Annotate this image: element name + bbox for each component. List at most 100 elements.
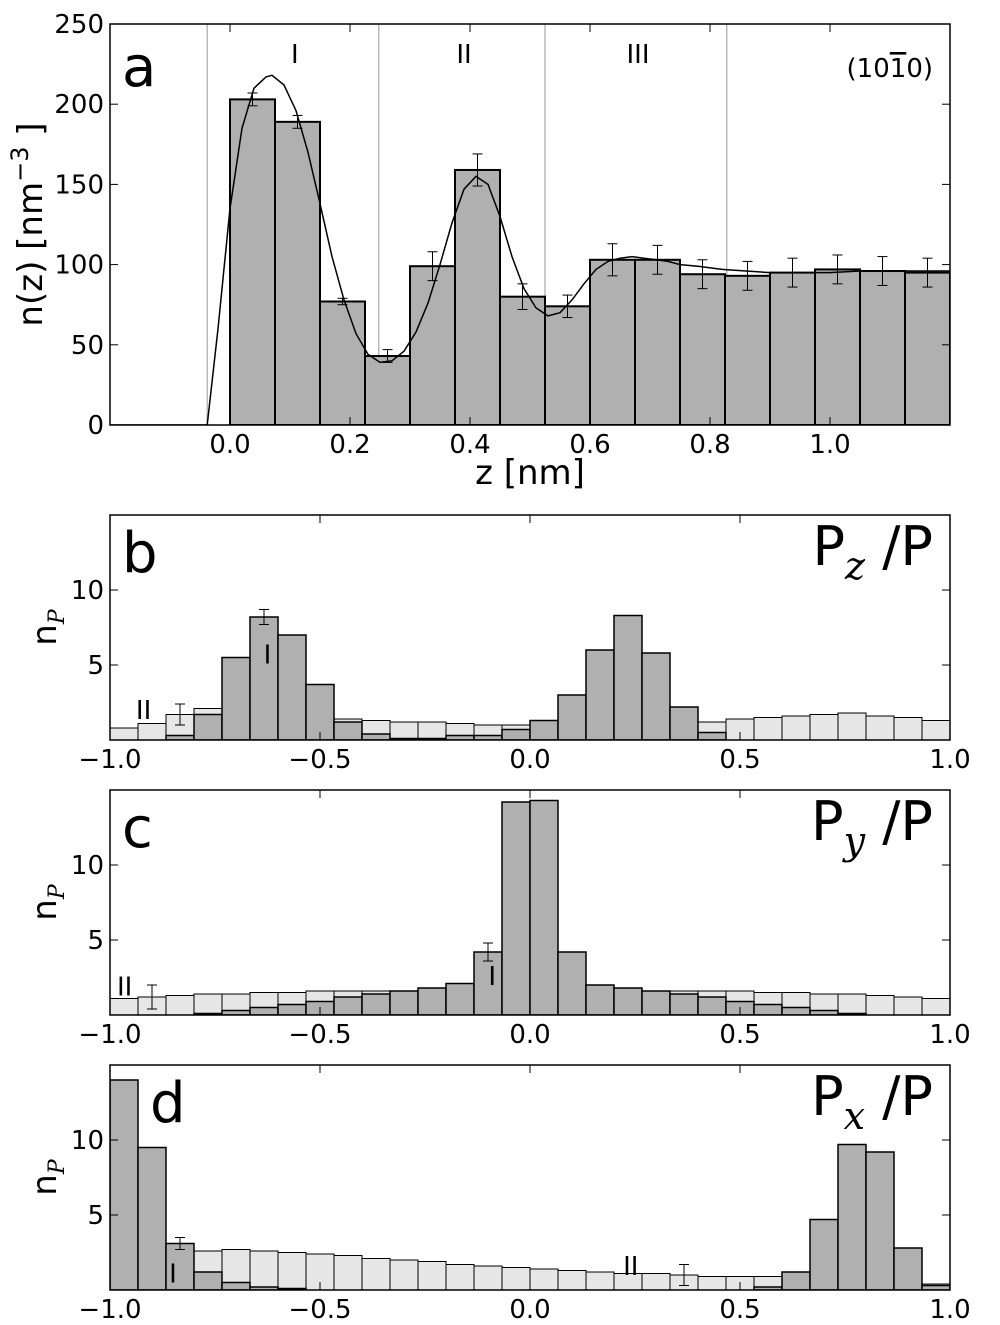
bar-dark <box>361 733 391 740</box>
y-tick-label: 150 <box>54 170 104 200</box>
bar <box>454 168 501 425</box>
error-bar <box>832 254 843 285</box>
x-tick-label: 0.0 <box>509 1020 550 1050</box>
bar-light <box>809 714 839 740</box>
y-tick-label: 250 <box>54 10 104 40</box>
x-tick-label: 0.5 <box>719 1020 760 1050</box>
bar <box>859 270 906 425</box>
bar-light <box>585 1271 615 1290</box>
x-tick-label: 0.0 <box>509 745 550 775</box>
bar <box>274 120 321 425</box>
bar <box>724 274 771 425</box>
x-tick-label: 0.0 <box>509 1295 550 1325</box>
error-bar <box>147 984 157 1010</box>
error-bar <box>175 1237 185 1250</box>
y-tick-label: 200 <box>54 90 104 120</box>
bar-light <box>837 712 867 740</box>
y-axis-label-part: P <box>45 608 70 625</box>
x-tick-label: 0.5 <box>719 745 760 775</box>
bar-light <box>529 1268 559 1290</box>
axes-frame <box>109 23 951 426</box>
bar <box>544 305 591 425</box>
bar <box>769 271 816 425</box>
bar <box>679 273 726 425</box>
x-tick-label: −1.0 <box>78 1295 141 1325</box>
bar <box>589 258 636 425</box>
bar-dark <box>193 1271 223 1290</box>
x-tick-label: 0.2 <box>329 430 370 460</box>
bar-dark <box>389 990 419 1015</box>
x-tick-label: 0.0 <box>209 430 250 460</box>
bar-light <box>361 1258 391 1290</box>
error-bar <box>175 703 185 726</box>
plot-area <box>110 1079 950 1290</box>
x-tick-label: 1.0 <box>929 1295 970 1325</box>
bar-light <box>333 1255 363 1290</box>
y-axis-label-part: n <box>25 624 65 646</box>
bar-dark <box>110 1079 139 1290</box>
bar-dark <box>585 984 615 1015</box>
bar-light <box>417 721 447 740</box>
bar-light <box>193 993 223 1015</box>
bar-dark <box>781 1271 811 1290</box>
y-axis-label: nP <box>25 1158 70 1196</box>
bar <box>364 355 411 425</box>
corner-title: Py /P <box>811 790 933 863</box>
y-tick-label: 10 <box>71 1126 104 1156</box>
region-annotation: II <box>623 1252 638 1282</box>
bar-dark <box>809 1218 839 1290</box>
bar-dark <box>473 951 503 1015</box>
corner-title-part: P <box>811 1065 844 1128</box>
error-bar <box>483 942 493 962</box>
bar-light <box>865 995 895 1015</box>
bar-light <box>921 720 950 740</box>
corner-title-part: /P <box>865 515 933 578</box>
bar-dark <box>753 1003 783 1015</box>
bar-dark <box>893 1247 923 1290</box>
surface-label-part: (10 <box>847 54 890 84</box>
bar-dark <box>361 993 391 1015</box>
x-tick-label: 1.0 <box>809 430 850 460</box>
bar-light <box>249 1250 279 1290</box>
bar-dark <box>557 694 587 740</box>
bar-dark <box>277 1003 307 1015</box>
bar <box>904 271 950 425</box>
bar-dark <box>697 996 727 1015</box>
error-bar <box>697 259 708 290</box>
bar-light <box>417 1261 447 1290</box>
corner-title-part: /P <box>865 790 933 853</box>
bar-light <box>837 993 867 1015</box>
corner-title-part: x <box>844 1094 865 1138</box>
y-axis-label: n(z) [nm−3 ] <box>6 122 51 326</box>
bar-dark <box>669 706 699 740</box>
x-tick-label: 0.8 <box>689 430 730 460</box>
y-tick-label: 50 <box>71 331 104 361</box>
bar-dark <box>613 614 643 740</box>
y-axis-label-part: P <box>45 1158 70 1175</box>
bar <box>229 98 276 425</box>
bar-dark <box>249 616 279 740</box>
bar <box>634 258 681 425</box>
bar-light <box>557 1270 587 1290</box>
corner-title-part: P <box>811 790 844 853</box>
y-tick-label: 5 <box>87 926 104 956</box>
y-tick-label: 0 <box>87 411 104 441</box>
x-tick-label: −0.5 <box>288 745 351 775</box>
panel-label: c <box>122 796 153 861</box>
y-axis-label: nP <box>25 608 70 646</box>
x-tick-label: 1.0 <box>929 745 970 775</box>
bar-dark <box>333 721 363 740</box>
region-annotation: I <box>264 641 272 671</box>
y-tick-label: 5 <box>87 651 104 681</box>
corner-title-part: /P <box>865 1065 933 1128</box>
bar-light <box>445 1264 475 1290</box>
bar <box>814 268 861 425</box>
bar-light <box>697 1276 727 1290</box>
error-bar <box>562 294 573 319</box>
panel-label: b <box>122 521 158 586</box>
error-bar <box>742 260 753 291</box>
panel-label: d <box>150 1071 186 1136</box>
